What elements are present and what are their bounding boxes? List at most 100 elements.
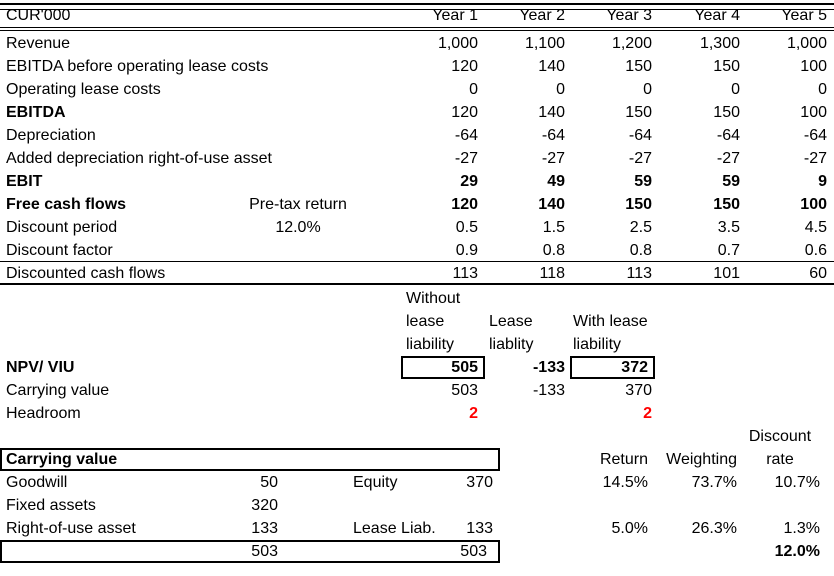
row-label: EBITDA before operating lease costs	[6, 58, 269, 75]
value-cell: 1,100	[524, 35, 565, 52]
year-2-header: Year 2	[519, 7, 565, 24]
total-assets-value: 503	[251, 543, 278, 560]
row-label: NPV/ VIU	[6, 359, 75, 376]
row-discounted-cash-flows: Discounted cash flows 113 118 113 101 60	[0, 262, 834, 285]
worksheet: CUR'000 Year 1 Year 2 Year 3 Year 4 Year…	[0, 3, 834, 563]
value-cell: 0	[469, 81, 478, 98]
return-value: 14.5%	[602, 474, 648, 491]
npv-header-line-1: Without	[0, 287, 834, 310]
value-cell: 120	[451, 196, 478, 213]
npv-viu-section: Without lease Lease With lease liability…	[0, 287, 834, 425]
value-cell: 0.6	[804, 242, 827, 259]
rate-value: 1.3%	[783, 520, 820, 537]
row-label: Free cash flows	[6, 196, 127, 213]
value-cell: 50	[260, 474, 278, 491]
value-cell: -64	[454, 127, 478, 144]
row-label: Right-of-use asset	[6, 520, 136, 537]
value-cell: 60	[809, 265, 827, 282]
rate-value: 10.7%	[774, 474, 820, 491]
value-cell: 150	[625, 58, 652, 75]
value-cell: 120	[451, 104, 478, 121]
value-cell: -64	[803, 127, 827, 144]
value-cell: 150	[713, 58, 740, 75]
value-cell: -64	[628, 127, 652, 144]
row-added-depreciation-rou: Added depreciation right-of-use asset -2…	[0, 147, 834, 170]
value-cell: 320	[251, 497, 278, 514]
pre-tax-return-label: Pre-tax return	[249, 196, 347, 213]
value-cell: -133	[532, 382, 565, 399]
value-cell: 140	[538, 58, 565, 75]
value-cell: -27	[716, 150, 740, 167]
npv-header-line-3: liability liablity liability	[0, 333, 834, 356]
value-cell: 0	[556, 81, 565, 98]
value-cell: 1.5	[542, 219, 565, 236]
lease-liab-label: Lease Liab.	[353, 520, 436, 537]
without-lease-header-l1: Without	[406, 290, 461, 307]
row-label: Operating lease costs	[6, 81, 161, 98]
value-cell: 0.8	[629, 242, 652, 259]
value-cell: 1,200	[611, 35, 652, 52]
value-cell: 29	[460, 173, 478, 190]
row-label: Goodwill	[6, 474, 68, 491]
value-cell: 150	[713, 104, 740, 121]
value-cell: 0	[731, 81, 740, 98]
dcf-table: CUR'000 Year 1 Year 2 Year 3 Year 4 Year…	[0, 3, 834, 285]
row-label: EBIT	[6, 173, 43, 190]
value-cell: 1,000	[786, 35, 827, 52]
row-revenue: Revenue 1,000 1,100 1,200 1,300 1,000	[0, 32, 834, 55]
value-cell: 1,300	[699, 35, 740, 52]
return-header: Return	[599, 451, 648, 468]
equity-label: Equity	[353, 474, 398, 491]
value-cell: -27	[628, 150, 652, 167]
weighting-value: 26.3%	[691, 520, 737, 537]
value-cell: 150	[625, 196, 652, 213]
row-depreciation: Depreciation -64 -64 -64 -64 -64	[0, 124, 834, 147]
discount-rate-header-l1: Discount	[748, 428, 812, 445]
value-cell: 133	[251, 520, 278, 537]
value-cell: 0.8	[542, 242, 565, 259]
value-cell: 150	[625, 104, 652, 121]
value-cell: 113	[626, 265, 652, 282]
weighting-header: Weighting	[666, 451, 737, 468]
row-fixed-assets: Fixed assets 320	[0, 494, 834, 517]
row-label: Fixed assets	[6, 497, 96, 514]
value-cell: 0.5	[455, 219, 478, 236]
value-cell: -27	[541, 150, 565, 167]
row-goodwill: Goodwill 50 Equity 370 14.5% 73.7% 10.7%	[0, 471, 834, 494]
value-cell: 150	[713, 196, 740, 213]
value-cell: 9	[818, 173, 827, 190]
headroom-with-value: 2	[643, 405, 652, 422]
value-cell: 113	[452, 265, 478, 282]
wacc-value: 12.0%	[774, 543, 820, 560]
value-cell: 100	[800, 58, 827, 75]
row-right-of-use-asset: Right-of-use asset 133 Lease Liab. 133 5…	[0, 517, 834, 540]
row-label: Discount period	[6, 219, 118, 236]
value-cell: 133	[466, 520, 493, 537]
npv-with-cell: 372	[570, 356, 659, 379]
with-lease-header-l1: With lease	[573, 313, 648, 330]
row-label: Discount factor	[6, 242, 113, 259]
value-cell: 370	[625, 382, 652, 399]
discount-rate-header-l2: rate	[766, 451, 794, 468]
value-cell: 140	[538, 196, 565, 213]
value-cell: 120	[451, 58, 478, 75]
spacer-cell	[283, 542, 448, 561]
row-label: Headroom	[6, 405, 81, 422]
value-cell: -27	[454, 150, 478, 167]
carrying-header-row: Carrying value Return Weighting rate	[0, 448, 834, 471]
row-npv-viu: NPV/ VIU 505 -133 372	[0, 356, 834, 379]
npv-without-cell: 505	[356, 356, 485, 379]
return-value: 5.0%	[611, 520, 648, 537]
row-headroom: Headroom 2 2	[0, 402, 834, 425]
value-cell: 59	[634, 173, 652, 190]
row-label: Added depreciation right-of-use asset	[6, 150, 272, 167]
value-cell: 0	[643, 81, 652, 98]
carrying-value-box: Carrying value	[0, 448, 500, 471]
value-cell: 0.7	[717, 242, 740, 259]
pre-tax-return-rate: 12.0%	[275, 219, 321, 236]
value-cell: 0	[818, 81, 827, 98]
year-1-header: Year 1	[432, 7, 478, 24]
value-cell: 49	[547, 173, 565, 190]
weighting-value: 73.7%	[691, 474, 737, 491]
value-cell: 370	[466, 474, 493, 491]
